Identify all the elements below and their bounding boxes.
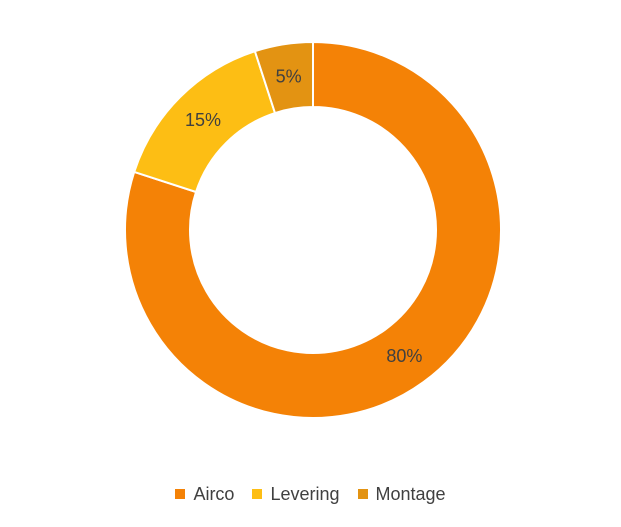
chart-slices [124, 40, 502, 419]
chart-legend: Airco Levering Montage [0, 480, 621, 508]
slice-montage[interactable] [253, 40, 314, 115]
legend-label-levering: Levering [270, 483, 340, 504]
legend-swatch-montage [357, 489, 368, 499]
data-label-airco: 80% [386, 346, 422, 366]
legend-swatch-levering [252, 489, 263, 499]
chart-data-labels: 80% 15% 5% [185, 66, 422, 365]
legend-item-montage[interactable]: Montage [357, 483, 446, 505]
legend-item-levering[interactable]: Levering [252, 483, 340, 505]
data-label-montage: 5% [276, 66, 302, 86]
slice-airco[interactable] [124, 40, 502, 419]
legend-label-montage: Montage [375, 483, 446, 504]
data-label-levering: 15% [185, 110, 221, 130]
legend-swatch-airco [175, 489, 186, 499]
donut-chart: 80% 15% 5% [124, 40, 502, 419]
legend-item-airco[interactable]: Airco [175, 484, 234, 505]
legend-label-airco: Airco [193, 483, 235, 504]
